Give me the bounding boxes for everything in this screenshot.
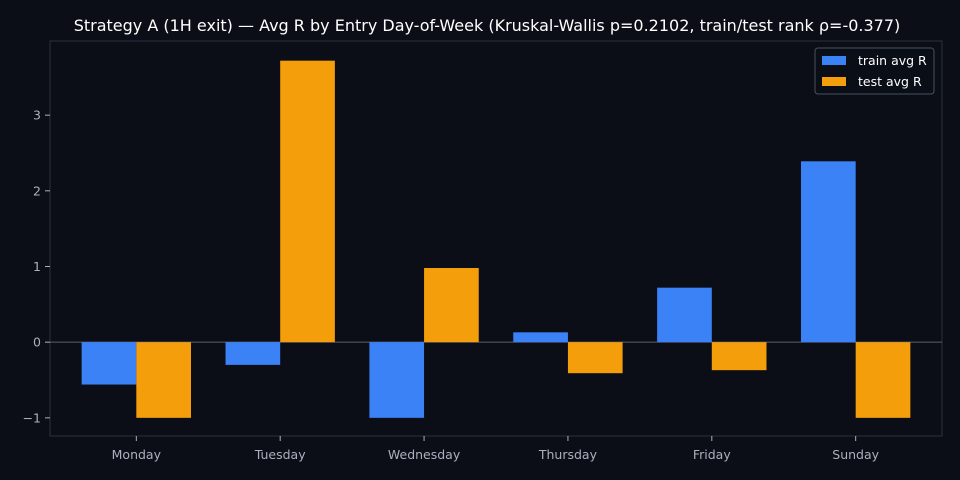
bars-layer — [81, 60, 911, 418]
bar-train-sunday — [801, 161, 856, 343]
y-tick-label: 0 — [33, 335, 41, 350]
bar-train-thursday — [513, 332, 568, 343]
y-tick-label: 2 — [33, 183, 41, 198]
x-tick-label-tuesday: Tuesday — [254, 447, 306, 462]
legend-swatch-test — [822, 77, 846, 86]
x-tick-label-monday: Monday — [112, 447, 162, 462]
legend-label-test: test avg R — [858, 74, 922, 89]
bar-test-thursday — [567, 342, 623, 374]
x-tick-label-sunday: Sunday — [832, 447, 879, 462]
bar-train-friday — [657, 287, 712, 343]
bar-test-tuesday — [280, 60, 335, 343]
y-tick-label: 1 — [33, 259, 41, 274]
x-axis: Monday Tuesday Wednesday Thursday Friday Sund… — [112, 436, 880, 462]
x-tick-label-friday: Friday — [693, 447, 731, 462]
plot-area-frame — [49, 40, 943, 437]
legend-swatch-train — [822, 56, 846, 65]
legend-label-train: train avg R — [858, 53, 927, 68]
bar-test-friday — [711, 342, 767, 371]
bar-train-monday — [81, 342, 137, 385]
bar-train-wednesday — [369, 342, 425, 418]
bar-test-wednesday — [424, 268, 479, 343]
bar-test-monday — [136, 342, 191, 418]
x-tick-label-thursday: Thursday — [538, 447, 598, 462]
y-tick-label: −1 — [23, 410, 41, 425]
x-tick-label-wednesday: Wednesday — [388, 447, 461, 462]
y-axis: −1 0 1 2 3 — [23, 108, 50, 425]
y-tick-label: 3 — [33, 108, 41, 123]
bar-test-sunday — [855, 342, 911, 418]
chart-title: Strategy A (1H exit) — Avg R by Entry Da… — [74, 16, 901, 35]
legend: train avg R test avg R — [814, 47, 935, 95]
bar-train-tuesday — [225, 342, 281, 365]
